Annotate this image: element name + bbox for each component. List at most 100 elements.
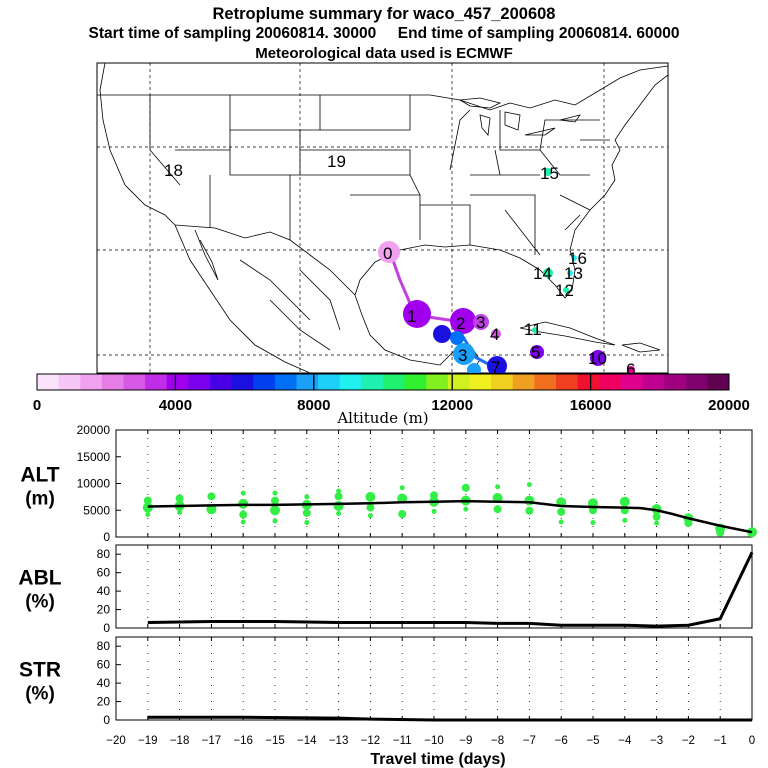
abl-line — [147, 551, 754, 628]
x-tick-label: −18 — [170, 735, 190, 747]
colorbar-swatch — [534, 374, 557, 390]
start-time-label: Start time of sampling 20060814. 30000 — [88, 25, 377, 42]
trajectory-point — [567, 270, 573, 276]
y-axis-label: ABL — [18, 567, 61, 590]
altitude-point — [207, 492, 216, 501]
map-label: 5 — [531, 343, 540, 362]
colorbar-swatch — [383, 374, 406, 390]
colorbar-swatch — [80, 374, 103, 390]
altitude-point — [366, 503, 375, 512]
y-tick-label: 60 — [97, 566, 111, 580]
map-label: 18 — [164, 161, 183, 180]
trajectory-point — [450, 308, 476, 334]
altitude-point — [336, 488, 342, 494]
colorbar-swatch — [210, 374, 233, 390]
met-data-label: Meteorological data used is ECMWF — [255, 45, 513, 62]
altitude-point — [272, 518, 278, 524]
trajectory-point — [473, 314, 489, 330]
x-tick-label: 0 — [749, 735, 755, 747]
trajectory-point — [403, 300, 431, 328]
altitude-point — [463, 506, 469, 512]
altitude-point — [525, 506, 534, 515]
x-tick-label: −19 — [138, 735, 158, 747]
colorbar-swatch — [642, 374, 665, 390]
colorbar-swatch — [512, 374, 535, 390]
map-label: 6 — [626, 360, 635, 379]
x-tick-label: −9 — [459, 735, 472, 747]
x-tick-label: −1 — [714, 735, 727, 747]
altitude-point — [272, 490, 278, 496]
altitude-point — [175, 494, 184, 503]
y-tick-label: 5000 — [83, 503, 110, 517]
colorbar-swatch — [491, 374, 514, 390]
colorbar-tick-label: 12000 — [431, 397, 473, 414]
map-label: 16 — [568, 249, 587, 268]
altitude-point — [430, 491, 438, 500]
title: Retroplume summary for waco_457_200608 — [212, 5, 556, 23]
altitude-point — [716, 528, 725, 537]
trajectory-point — [544, 168, 552, 176]
altitude-point — [493, 505, 502, 514]
y-axis-label-unit: (%) — [25, 684, 55, 705]
y-tick-label: 80 — [97, 547, 111, 561]
map-label: 12 — [555, 281, 574, 300]
altitude-point — [558, 519, 564, 525]
colorbar-swatch — [318, 374, 341, 390]
y-tick-label: 60 — [97, 658, 111, 672]
altitude-point — [652, 512, 661, 521]
altitude-point — [622, 517, 628, 523]
x-axis-label: Travel time (days) — [370, 751, 505, 768]
colorbar-label: Altitude (m) — [336, 409, 428, 427]
x-tick-label: −13 — [329, 735, 349, 747]
colorbar-swatch — [426, 374, 449, 390]
colorbar-swatch — [469, 374, 492, 390]
trajectory-point — [433, 325, 451, 343]
x-tick-label: −15 — [265, 735, 285, 747]
x-tick-label: −11 — [393, 735, 412, 747]
y-tick-label: 0 — [103, 530, 110, 544]
colorbar-swatch — [123, 374, 146, 390]
colorbar-swatch — [188, 374, 211, 390]
altitude-point — [239, 510, 248, 519]
trajectory-point — [453, 343, 475, 365]
x-tick-label: −2 — [682, 735, 695, 747]
trajectory-point — [543, 268, 553, 278]
x-tick-label: −7 — [523, 735, 536, 747]
colorbar-swatch — [231, 374, 254, 390]
altitude-point — [302, 508, 311, 517]
altitude-point — [367, 513, 373, 519]
map-label: 3 — [476, 313, 485, 332]
trajectory-point — [571, 255, 577, 261]
x-tick-label: −20 — [106, 735, 126, 747]
x-tick-label: −3 — [650, 735, 663, 747]
colorbar-swatch — [145, 374, 168, 390]
colorbar-swatch — [253, 374, 276, 390]
altitude-point — [304, 520, 310, 526]
trajectory-point — [378, 241, 400, 263]
map-label: 7 — [491, 358, 500, 377]
trajectory-point — [530, 345, 544, 359]
map-label: 4 — [490, 325, 499, 344]
colorbar-swatch — [685, 374, 708, 390]
x-tick-label: −12 — [361, 735, 381, 747]
altitude-point — [590, 520, 596, 526]
panel-frame — [115, 544, 753, 629]
altitude-point — [333, 500, 344, 511]
map: 18 19 15 16 13 12 14 11 0 1 2 3 4 5 3 7 … — [96, 62, 669, 379]
altitude-point — [495, 484, 501, 490]
altitude-colorbar: 0 4000 8000 12000 16000 20000 Altitude (m) — [33, 373, 750, 427]
altitude-point — [684, 519, 693, 528]
y-tick-label: 80 — [97, 639, 111, 653]
altitude-point — [336, 510, 342, 516]
colorbar-swatch — [361, 374, 384, 390]
map-label: 15 — [540, 164, 559, 183]
y-tick-label: 15000 — [77, 450, 111, 464]
y-axis-label: ALT — [20, 464, 59, 487]
altitude-point — [365, 491, 376, 502]
altitude-point — [619, 496, 630, 507]
colorbar-tick-label: 20000 — [708, 397, 750, 414]
colorbar-tick-label: 16000 — [570, 397, 612, 414]
map-label: 0 — [383, 244, 392, 263]
altitude-point — [240, 490, 246, 496]
colorbar-tick-label: 8000 — [297, 397, 330, 414]
